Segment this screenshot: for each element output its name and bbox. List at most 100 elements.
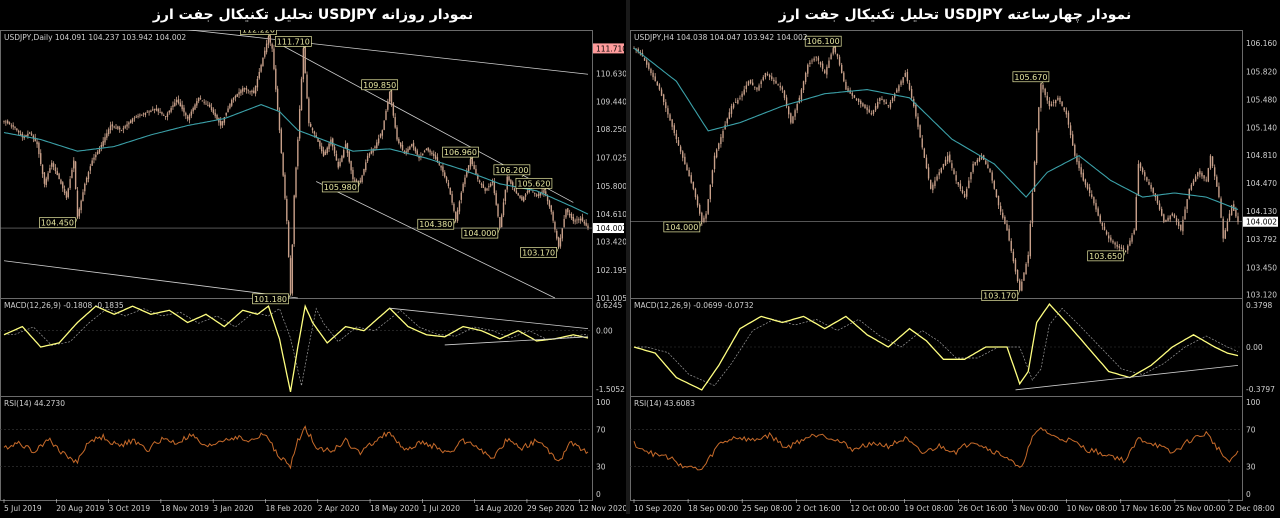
candle-body: [552, 211, 554, 221]
candle-body: [925, 157, 928, 169]
candle-body: [396, 127, 398, 140]
candle-body: [36, 141, 38, 145]
h4-chart-svg[interactable]: 106.100 105.670 104.000 103.650 103.170 106.1…: [630, 30, 1280, 514]
candle-body: [1014, 259, 1017, 272]
candle-body: [462, 183, 464, 192]
candle-body: [777, 84, 779, 86]
candle-body: [172, 105, 174, 107]
daily-chart-panel[interactable]: 112.220 111.710 109.850 106.960 106.200 105.6…: [0, 24, 628, 514]
candle-body: [291, 244, 294, 294]
candle-body: [692, 181, 695, 189]
candle-body: [1103, 226, 1106, 231]
candle-body: [963, 193, 966, 198]
candle-body: [1080, 167, 1082, 175]
price-label: 103.170: [983, 292, 1016, 301]
candle-body: [67, 188, 69, 198]
candle-body: [800, 89, 803, 100]
candle-body: [25, 134, 27, 137]
candle-body: [556, 230, 558, 239]
candle-body: [163, 115, 165, 116]
candle-body: [554, 222, 556, 230]
candle-body: [1237, 216, 1239, 222]
candle-body: [425, 148, 428, 151]
candle-body: [499, 217, 501, 229]
candle-body: [216, 114, 218, 120]
price-axis-label: 104.130: [1246, 207, 1277, 216]
candle-body: [985, 160, 987, 164]
candle-body: [475, 168, 477, 175]
macd-axis-label: 0.6245: [596, 301, 622, 310]
candle-body: [109, 125, 112, 130]
candle-body: [764, 73, 767, 78]
candle-body: [412, 142, 415, 148]
candle-body: [308, 98, 310, 124]
candle-body: [1082, 172, 1084, 181]
candle-body: [792, 116, 794, 124]
price-axis-label: 108.250: [596, 125, 626, 134]
candle-body: [834, 46, 837, 53]
price-label: 104.000: [665, 223, 698, 232]
x-axis-label: 2 Apr 2020: [318, 504, 360, 513]
price-axis-label: 105.800: [596, 182, 626, 191]
candle-body: [223, 117, 226, 123]
candle-body: [278, 110, 281, 131]
candle-body: [656, 81, 659, 86]
price-label: 105.620: [517, 179, 550, 188]
candle-body: [847, 88, 849, 92]
h4-chart-panel[interactable]: 106.100 105.670 104.000 103.650 103.170 106.1…: [630, 30, 1280, 514]
candle-body: [115, 127, 117, 129]
candle-body: [1152, 188, 1154, 193]
candle-body: [3, 120, 5, 122]
candle-body: [1211, 156, 1214, 167]
candle-body: [940, 168, 942, 173]
candle-body: [561, 228, 563, 239]
candle-body: [991, 172, 993, 181]
candle-body: [29, 132, 31, 134]
daily-chart-svg[interactable]: 112.220111.710109.850106.960106.200105.6…: [0, 24, 628, 514]
candle-body: [1076, 155, 1078, 162]
candle-body: [372, 148, 374, 153]
candle-body: [919, 125, 921, 138]
price-label-box: [520, 247, 557, 258]
candle-body: [5, 121, 7, 123]
candle-body: [399, 142, 402, 147]
candle-body: [828, 60, 830, 68]
candle-body: [398, 139, 400, 144]
candle-body: [179, 102, 182, 107]
candle-body: [1207, 168, 1210, 182]
candle-body: [521, 196, 523, 201]
candle-body: [709, 184, 711, 200]
candle-body: [242, 88, 244, 92]
rsi-info: RSI(14) 43.6083: [634, 399, 695, 408]
candles-group: [3, 32, 589, 296]
candle-body: [1021, 281, 1023, 291]
macd-panel-frame: [0, 298, 593, 397]
candle-body: [932, 184, 934, 191]
candle-body: [961, 190, 964, 193]
rsi-axis-label: 30: [1246, 462, 1256, 471]
candle-body: [713, 155, 716, 169]
candle-body: [1046, 95, 1048, 101]
candle-body: [175, 99, 178, 103]
candle-body: [1042, 84, 1044, 90]
candle-body: [433, 153, 435, 156]
candle-body: [1023, 272, 1025, 281]
candle-body: [76, 190, 79, 218]
candle-body: [535, 194, 538, 196]
candle-body: [333, 146, 336, 154]
candle-body: [686, 164, 688, 171]
candle-body: [469, 159, 472, 167]
candle-body: [166, 113, 169, 117]
candle-body: [1203, 175, 1205, 179]
candle-body: [89, 166, 92, 171]
candle-body: [1088, 187, 1091, 193]
candle-body: [510, 179, 512, 184]
candle-body: [199, 98, 202, 100]
candle-body: [447, 182, 450, 187]
candle-body: [361, 175, 363, 183]
candle-body: [524, 194, 527, 197]
candle-body: [232, 97, 235, 100]
candle-body: [1016, 270, 1019, 282]
candle-body: [506, 176, 508, 190]
x-axis-label: 25 Sep 08:00: [742, 504, 792, 513]
